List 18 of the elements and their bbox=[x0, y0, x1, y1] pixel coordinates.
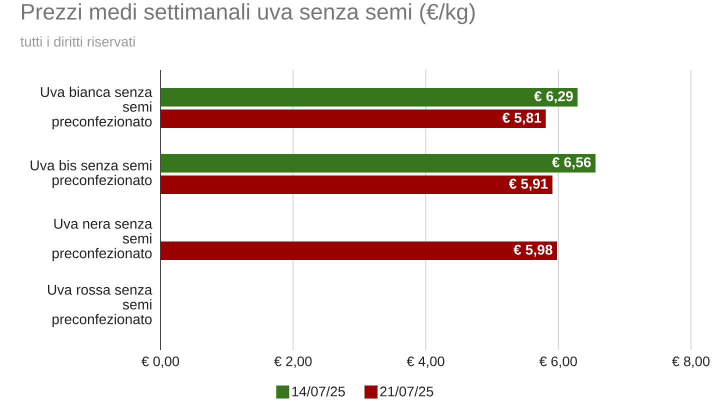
x-tick-label: € 6,00 bbox=[539, 356, 577, 368]
y-tick-label: Uva rossa senza semi preconfezionato bbox=[48, 284, 152, 328]
x-tick-label: € 8,00 bbox=[672, 356, 710, 368]
legend-label: 21/07/25 bbox=[380, 386, 434, 396]
chart-title: Prezzi medi settimanali uva senza semi (€/kg) bbox=[22, 3, 475, 24]
x-tick-label: € 4,00 bbox=[406, 356, 444, 368]
data-label: € 5,91 bbox=[508, 178, 548, 191]
chart-subtitle: tutti i diritti riservati bbox=[20, 36, 135, 47]
data-label: € 5,81 bbox=[502, 112, 542, 125]
y-tick-label: Uva bianca senza semi preconfezionato bbox=[40, 86, 152, 130]
y-tick-label: Uva bis senza semi preconfezionato bbox=[30, 160, 152, 188]
x-tick-label: € 2,00 bbox=[274, 356, 312, 368]
y-tick-label: Uva nera senza semi preconfezionato bbox=[52, 218, 152, 262]
x-tick-label: € 0,00 bbox=[141, 356, 180, 368]
data-label: € 6,29 bbox=[534, 91, 573, 104]
legend-label: 14/07/25 bbox=[292, 386, 345, 396]
data-label: € 5,98 bbox=[514, 244, 552, 257]
data-label: € 6,56 bbox=[552, 157, 591, 170]
